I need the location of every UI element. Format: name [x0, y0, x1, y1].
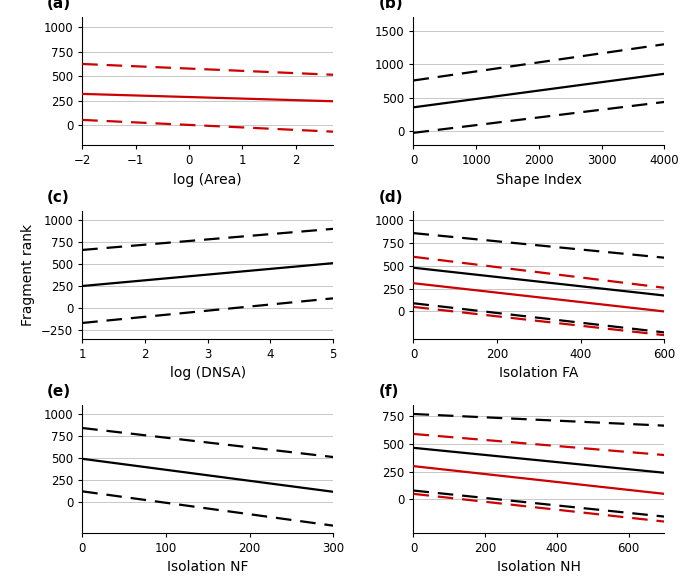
Text: (e): (e): [47, 384, 71, 399]
X-axis label: Shape Index: Shape Index: [496, 173, 582, 186]
Y-axis label: Fragment rank: Fragment rank: [21, 224, 36, 326]
X-axis label: log (DNSA): log (DNSA): [170, 367, 246, 380]
Text: (a): (a): [47, 0, 71, 11]
X-axis label: Isolation FA: Isolation FA: [499, 367, 579, 380]
X-axis label: Isolation NH: Isolation NH: [497, 560, 581, 574]
X-axis label: Isolation NF: Isolation NF: [167, 560, 249, 574]
Text: (b): (b): [378, 0, 403, 11]
Text: (c): (c): [47, 190, 70, 205]
Text: (f): (f): [378, 384, 399, 399]
X-axis label: log (Area): log (Area): [173, 173, 242, 186]
Text: (d): (d): [378, 190, 403, 205]
